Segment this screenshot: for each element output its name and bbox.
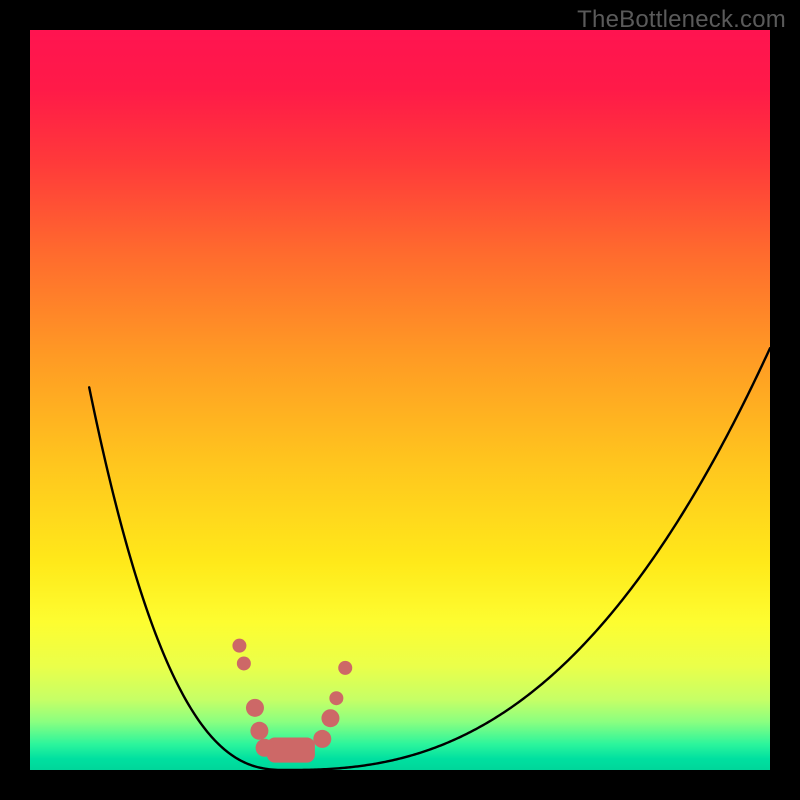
trough-bottom-segment: [267, 737, 315, 762]
watermark-text: TheBottleneck.com: [577, 6, 786, 34]
trough-dot-left-0: [232, 639, 246, 653]
trough-dot-right-3: [338, 661, 352, 675]
gradient-background: [30, 30, 770, 770]
bottleneck-chart: [30, 30, 770, 770]
trough-dot-left-1: [237, 656, 251, 670]
trough-dot-left-2: [246, 699, 264, 717]
trough-dot-left-4: [256, 739, 274, 757]
trough-dot-right-1: [321, 709, 339, 727]
trough-dot-right-0: [313, 730, 331, 748]
chart-svg: [30, 30, 770, 770]
trough-dot-left-3: [250, 722, 268, 740]
trough-dot-right-2: [329, 691, 343, 705]
